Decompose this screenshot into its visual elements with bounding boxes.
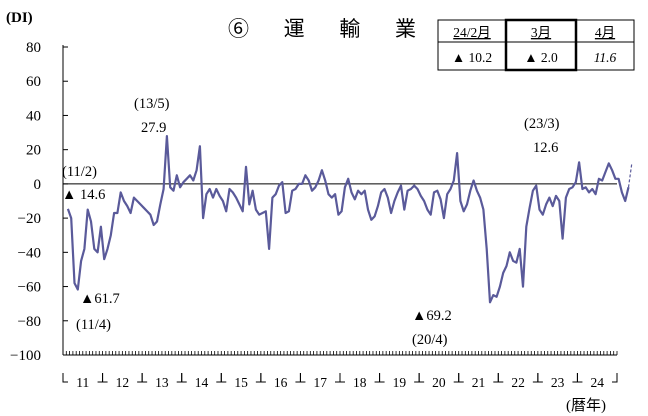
x-tick-label: 21 [472, 375, 486, 390]
x-tick-label: 19 [393, 375, 407, 390]
x-year-bracket-left [141, 373, 148, 383]
x-tick-label: 13 [155, 375, 169, 390]
x-year-bracket-right [532, 373, 539, 383]
annotation-value-11-2: ▲ 14.6 [62, 187, 105, 203]
x-axis-label: (暦年) [566, 397, 606, 414]
x-tick-label: 18 [353, 375, 367, 390]
annotation-date-11-4: (11/4) [76, 317, 111, 333]
x-tick-label: 23 [551, 375, 565, 390]
x-year-bracket-left [260, 373, 266, 383]
x-tick-label: 17 [313, 375, 327, 390]
y-axis-label: (DI) [6, 10, 33, 26]
x-year-bracket-right [612, 373, 618, 383]
y-tick-label: 20 [26, 143, 41, 159]
annotation-value-23-3: 12.6 [533, 140, 558, 156]
x-year-bracket-left [458, 373, 464, 383]
x-year-bracket-left [62, 373, 68, 383]
x-tick-label: 14 [195, 375, 209, 390]
table-header-mar: 3月 [531, 25, 551, 40]
annotation-value-13-5: 27.9 [141, 120, 166, 136]
y-tick-label: −80 [18, 314, 41, 330]
y-tick-label: 80 [26, 40, 41, 56]
x-tick-label: 11 [76, 375, 89, 390]
y-tick-label: 0 [34, 177, 42, 193]
x-year-bracket-left [102, 373, 108, 383]
x-year-bracket-right [453, 373, 460, 383]
x-year-bracket-left [181, 373, 187, 383]
x-tick-label: 20 [432, 375, 446, 390]
x-year-bracket-right [335, 373, 341, 383]
x-tick-label: 24 [590, 375, 604, 390]
x-year-bracket-left [537, 373, 543, 383]
x-year-bracket-left [339, 373, 345, 383]
x-year-bracket-left [497, 373, 504, 383]
table-header-apr: 4月 [595, 25, 615, 40]
x-year-bracket-left [299, 373, 306, 383]
x-year-bracket-right [493, 373, 499, 383]
table-value-apr: 11.6 [594, 50, 617, 65]
x-year-bracket-right [137, 373, 143, 383]
y-tick-label: −100 [10, 348, 41, 364]
x-year-bracket-left [379, 373, 385, 383]
x-tick-label: 12 [116, 375, 130, 390]
x-year-bracket-right [295, 373, 301, 383]
legend-table: 24/2月 3月 4月 ▲ 10.2 ▲ 2.0 11.6 [437, 18, 635, 72]
annotation-value-20-4: ▲69.2 [412, 308, 452, 324]
x-tick-label: 22 [511, 375, 525, 390]
table-value-feb: ▲ 10.2 [452, 50, 492, 65]
x-year-bracket-right [255, 373, 262, 383]
table-value-mar: ▲ 2.0 [524, 50, 558, 65]
annotation-date-20-4: (20/4) [412, 332, 448, 348]
series-line [66, 135, 630, 304]
y-axis: 80 60 40 20 0 −20 −40 −60 −80 −100 [10, 40, 68, 364]
x-year-bracket-right [374, 373, 381, 383]
x-year-bracket-right [572, 373, 578, 383]
x-axis: 11 12 13 14 15 16 17 18 19 20 21 22 23 24 [62, 351, 618, 390]
x-year-bracket-right [216, 373, 222, 383]
x-tick-label: 16 [274, 375, 288, 390]
y-tick-label: 60 [26, 74, 41, 90]
x-year-bracket-right [97, 373, 104, 383]
annotation-value-11-4: ▲61.7 [80, 291, 120, 307]
x-year-bracket-left [576, 373, 583, 383]
x-year-bracket-left [220, 373, 227, 383]
annotation-date-23-3: (23/3) [524, 116, 560, 132]
series-line-dashed-tail [627, 163, 633, 188]
annotation-date-13-5: (13/5) [134, 96, 170, 112]
annotation-date-11-2: (11/2) [62, 164, 97, 180]
chart-title: ⑥ 運 輸 業 [228, 17, 430, 41]
y-tick-label: −20 [18, 211, 41, 227]
table-header-feb: 24/2月 [453, 25, 491, 40]
y-tick-label: −40 [18, 245, 41, 261]
x-tick-label: 15 [234, 375, 248, 390]
x-year-bracket-right [176, 373, 183, 383]
y-tick-label: 40 [26, 108, 41, 124]
y-tick-label: −60 [18, 280, 41, 296]
x-year-bracket-left [418, 373, 425, 383]
x-year-bracket-right [414, 373, 420, 383]
